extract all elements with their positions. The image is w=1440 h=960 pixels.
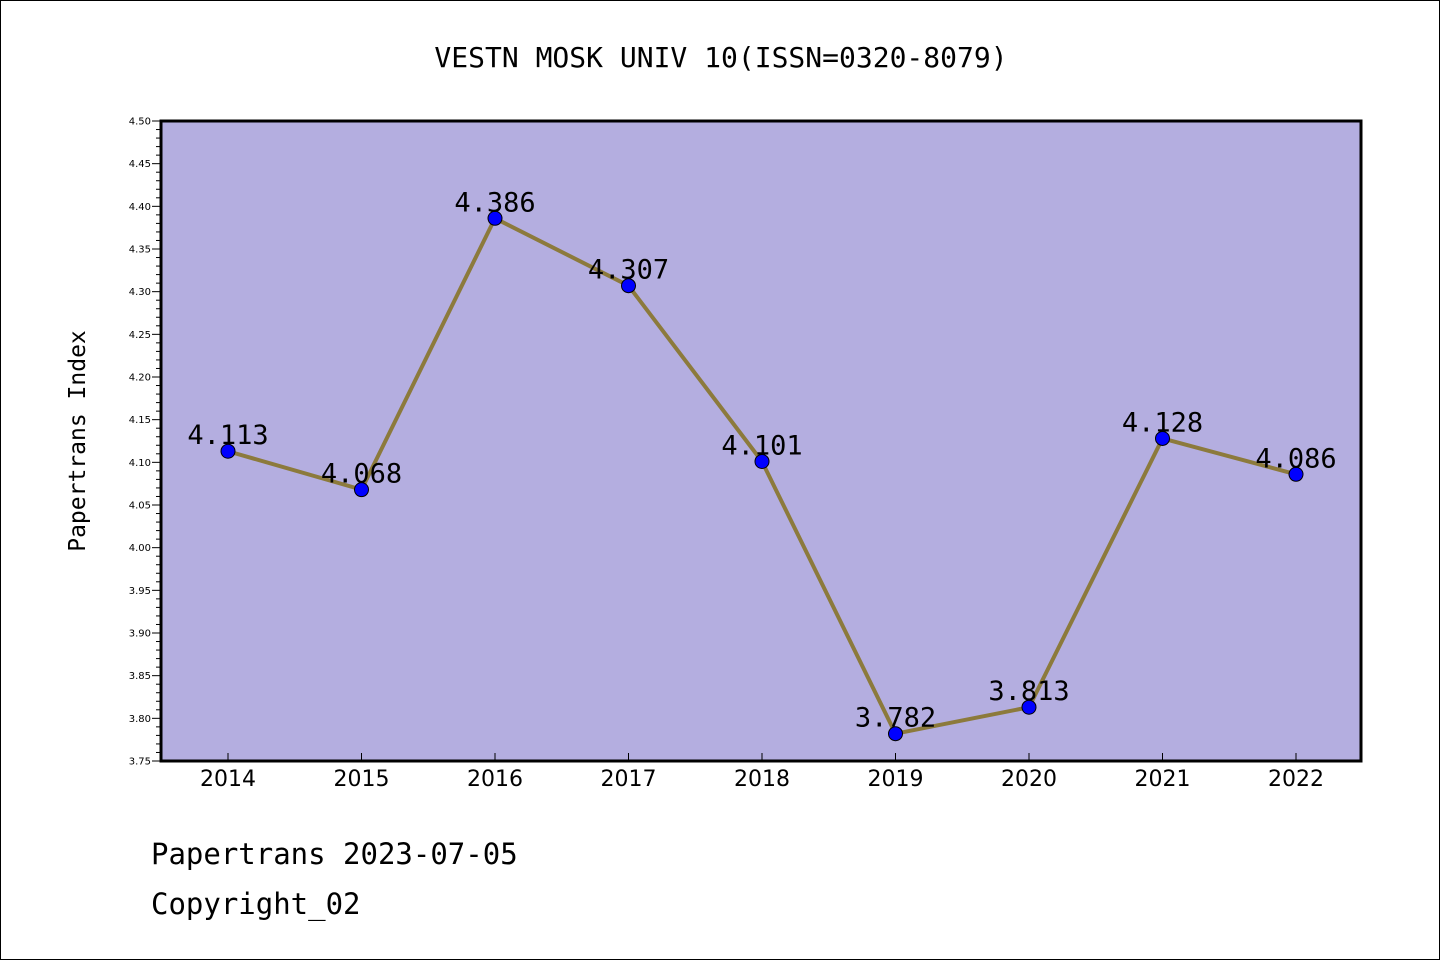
y-tick-label: 3.85	[129, 671, 151, 682]
x-tick-label: 2019	[868, 767, 924, 792]
x-tick-label: 2020	[1001, 767, 1057, 792]
footer-copyright: Copyright_02	[151, 887, 361, 921]
y-tick-label: 4.25	[129, 330, 151, 341]
y-tick-label: 4.15	[129, 415, 151, 426]
footer-date: Papertrans 2023-07-05	[151, 837, 518, 871]
data-label: 4.101	[721, 430, 802, 461]
chart-title: VESTN MOSK UNIV 10(ISSN=0320-8079)	[434, 41, 1007, 74]
data-point	[1021, 699, 1037, 715]
x-tick-label: 2018	[734, 767, 790, 792]
y-tick-label: 3.95	[129, 586, 151, 597]
y-tick-label: 4.10	[129, 458, 151, 469]
data-point	[1155, 430, 1170, 446]
data-label: 4.128	[1122, 407, 1203, 438]
x-tick-label: 2022	[1268, 767, 1324, 792]
y-tick-label: 4.45	[129, 159, 151, 170]
data-point	[220, 443, 236, 459]
y-tick-label: 4.05	[129, 501, 151, 512]
data-point	[888, 726, 903, 742]
x-tick-label: 2021	[1135, 767, 1191, 792]
data-label: 3.813	[988, 676, 1069, 707]
y-tick-label: 4.35	[129, 245, 151, 256]
y-tick-label: 4.00	[129, 543, 151, 554]
y-axis: 3.75 3.80 3.85 3.90 3.95 4.00 4.05 4.10 4.15 4.20…	[129, 117, 161, 768]
data-point	[354, 482, 369, 498]
data-label: 4.386	[454, 187, 535, 218]
y-tick-label: 4.20	[129, 373, 151, 384]
y-tick-label: 3.75	[129, 757, 151, 768]
data-label: 4.086	[1255, 443, 1336, 474]
data-point	[621, 278, 636, 294]
x-tick-label: 2016	[467, 767, 523, 792]
x-axis: 2014 2015 2016 2017 2018 2019 2020 2021 2022	[200, 753, 1324, 792]
x-tick-label: 2017	[601, 767, 657, 792]
y-axis-label: Papertrans Index	[65, 330, 91, 552]
data-point	[487, 210, 503, 226]
y-tick-label: 3.80	[129, 714, 151, 725]
series-group: 4.113 4.068 4.386 4.307 4.101 3.782 3.813 4.128…	[187, 187, 1337, 742]
data-label: 4.307	[588, 255, 669, 286]
data-label: 3.782	[855, 703, 936, 734]
data-point	[1288, 466, 1304, 482]
x-tick-label: 2015	[334, 767, 390, 792]
data-point	[754, 453, 770, 469]
y-tick-label: 4.40	[129, 202, 151, 213]
data-label: 4.113	[187, 420, 268, 451]
data-label: 4.068	[321, 459, 402, 490]
y-tick-label: 3.90	[129, 629, 151, 640]
y-tick-label: 4.50	[129, 117, 151, 128]
y-tick-label: 4.30	[129, 287, 151, 298]
x-tick-label: 2014	[200, 767, 256, 792]
